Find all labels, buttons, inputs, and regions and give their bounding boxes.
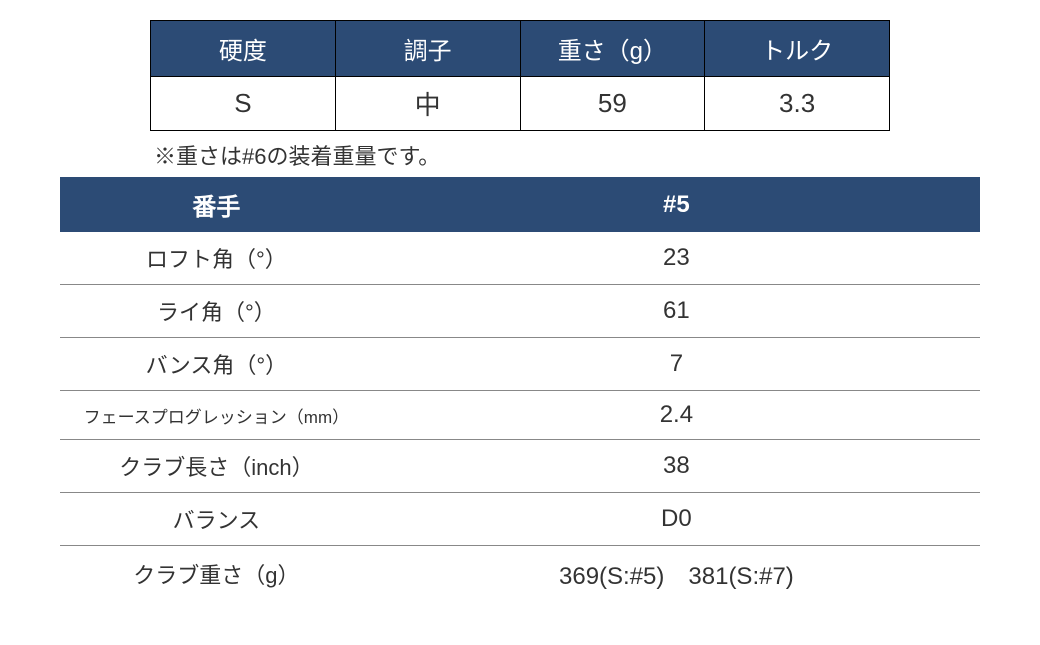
spec-row-value: 369(S:#5) 381(S:#7) <box>373 546 980 602</box>
spec-row-value: 23 <box>373 232 980 285</box>
spec-row-label: ライ角（°） <box>60 285 373 338</box>
spec-row-value: 2.4 <box>373 391 980 440</box>
spec-row-label: バンス角（°） <box>60 338 373 391</box>
spec-header-number: 番手 <box>60 177 373 232</box>
spec-row-label: クラブ重さ（g） <box>60 546 373 602</box>
spec-header-value: #5 <box>373 177 980 232</box>
shaft-cell-hardness: S <box>151 77 336 131</box>
spec-row-label: フェースプログレッション（mm） <box>60 391 373 440</box>
shaft-cell-weight: 59 <box>520 77 705 131</box>
spec-row-label: クラブ長さ（inch） <box>60 440 373 493</box>
shaft-header-torque: トルク <box>705 21 890 77</box>
spec-row-label: ロフト角（°） <box>60 232 373 285</box>
spec-row: バンス角（°）7 <box>60 338 980 391</box>
shaft-data-row: S 中 59 3.3 <box>151 77 890 131</box>
spec-row-label: バランス <box>60 493 373 546</box>
shaft-cell-torque: 3.3 <box>705 77 890 131</box>
spec-row: バランスD0 <box>60 493 980 546</box>
spec-row: クラブ長さ（inch）38 <box>60 440 980 493</box>
shaft-cell-kick: 中 <box>335 77 520 131</box>
club-spec-table: 番手 #5 ロフト角（°）23ライ角（°）61バンス角（°）7フェースプログレッ… <box>60 177 980 601</box>
spec-row-value: 38 <box>373 440 980 493</box>
shaft-header-kick: 調子 <box>335 21 520 77</box>
spec-row: クラブ重さ（g）369(S:#5) 381(S:#7) <box>60 546 980 602</box>
weight-note: ※重さは#6の装着重量です。 <box>150 139 890 171</box>
spec-row: ロフト角（°）23 <box>60 232 980 285</box>
shaft-spec-table: 硬度 調子 重さ（g） トルク S 中 59 3.3 <box>150 20 890 131</box>
spec-row-value: D0 <box>373 493 980 546</box>
spec-row: フェースプログレッション（mm）2.4 <box>60 391 980 440</box>
spec-row: ライ角（°）61 <box>60 285 980 338</box>
shaft-header-weight: 重さ（g） <box>520 21 705 77</box>
spec-row-value: 61 <box>373 285 980 338</box>
shaft-header-hardness: 硬度 <box>151 21 336 77</box>
spec-row-value: 7 <box>373 338 980 391</box>
